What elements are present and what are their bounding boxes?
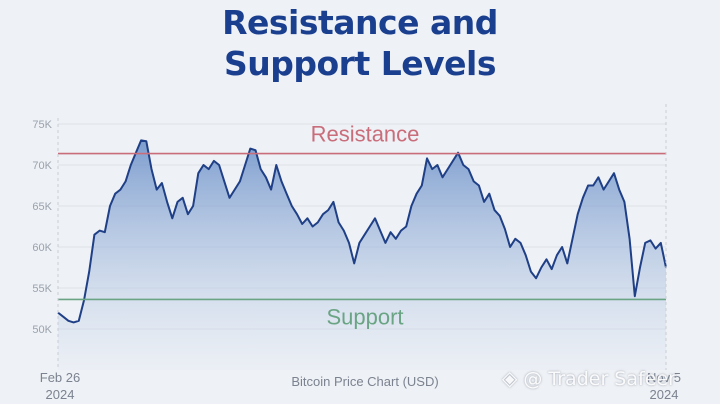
- y-tick-label: 75K: [32, 119, 52, 131]
- chart-title: Resistance and Support Levels: [0, 2, 720, 84]
- price-line: [57, 139, 667, 324]
- x-end-date: Nov 5: [647, 370, 681, 385]
- y-tick-label: 70K: [32, 160, 52, 172]
- y-tick-label: 50K: [32, 324, 52, 336]
- x-start-year: 2024: [46, 387, 75, 402]
- y-axis-ticks: 50K 55K 60K 65K 70K 75K: [32, 119, 52, 336]
- chart-title-line-1: Resistance and: [222, 3, 498, 42]
- support-label: Support: [326, 304, 403, 329]
- resistance-label: Resistance: [311, 122, 420, 147]
- diamond-logo-icon: ◈: [502, 366, 518, 390]
- y-tick-label: 60K: [32, 242, 52, 254]
- x-end-year: 2024: [650, 387, 679, 402]
- price-area-fill: [58, 140, 666, 370]
- x-start-date: Feb 26: [40, 370, 80, 385]
- y-tick-label: 65K: [32, 201, 52, 213]
- chart-caption: Bitcoin Price Chart (USD): [291, 374, 438, 389]
- watermark-text: @ Trader Safeer: [523, 368, 676, 390]
- y-tick-label: 55K: [32, 283, 52, 295]
- chart-title-line-2: Support Levels: [224, 44, 496, 83]
- watermark: ◈ @ Trader Safeer: [502, 366, 676, 390]
